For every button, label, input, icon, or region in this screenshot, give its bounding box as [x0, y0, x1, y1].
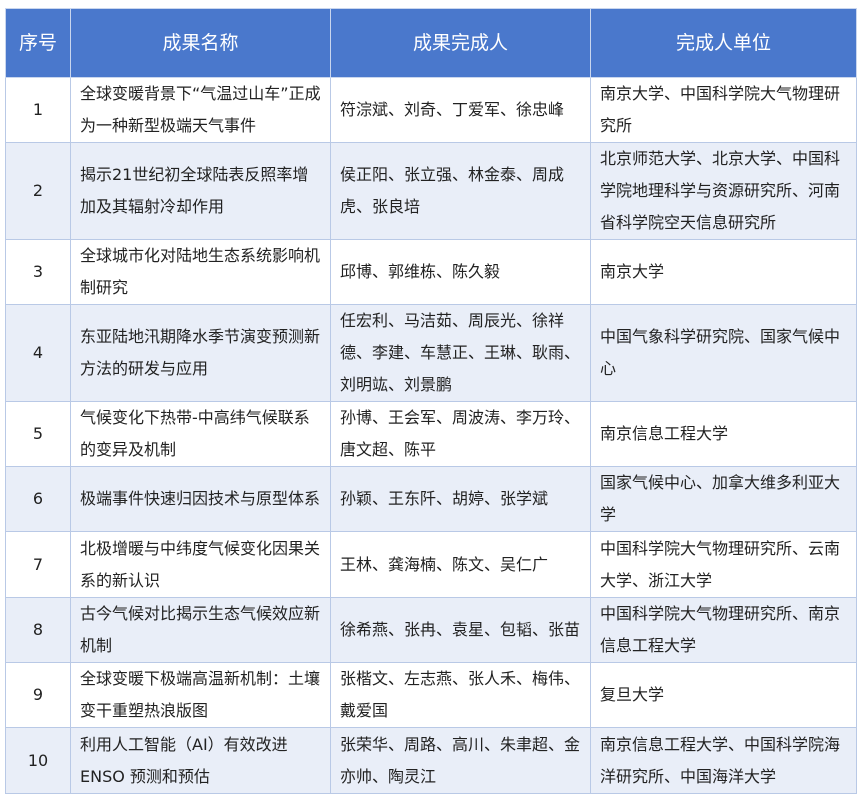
table-row: 7 北极增暖与中纬度气候变化因果关系的新认识 王林、龚海楠、陈文、吴仁广 中国科学院大… [5, 531, 857, 598]
row-org: 国家气候中心、加拿大维多利亚大学 [590, 466, 857, 532]
row-people: 任宏利、马洁茹、周辰光、徐祥德、李建、车慧正、王琳、耿雨、刘明竑、刘景鹏 [330, 304, 591, 402]
header-org: 完成人单位 [590, 8, 857, 78]
table-row: 8 古今气候对比揭示生态气候效应新机制 徐希燕、张冉、袁星、包韬、张苗 中国科学院大气… [5, 597, 857, 663]
row-title: 揭示21世纪初全球陆表反照率增加及其辐射冷却作用 [70, 142, 331, 240]
row-people: 邱博、郭维栋、陈久毅 [330, 239, 591, 305]
row-number: 10 [5, 727, 71, 794]
row-title: 古今气候对比揭示生态气候效应新机制 [70, 597, 331, 663]
table-row: 1 全球变暖背景下“气温过山车”正成为一种新型极端天气事件 符淙斌、刘奇、丁爱军、徐… [5, 77, 857, 143]
row-number: 7 [5, 531, 71, 598]
row-title: 东亚陆地汛期降水季节演变预测新方法的研发与应用 [70, 304, 331, 402]
row-number: 4 [5, 304, 71, 402]
row-title: 全球变暖下极端高温新机制：土壤变干重塑热浪版图 [70, 662, 331, 728]
row-number: 9 [5, 662, 71, 728]
header-title: 成果名称 [70, 8, 331, 78]
row-title: 利用人工智能（AI）有效改进ENSO 预测和预估 [70, 727, 331, 794]
row-number: 3 [5, 239, 71, 305]
row-people: 张楷文、左志燕、张人禾、梅伟、戴爱国 [330, 662, 591, 728]
row-people: 王林、龚海楠、陈文、吴仁广 [330, 531, 591, 598]
row-people: 符淙斌、刘奇、丁爱军、徐忠峰 [330, 77, 591, 143]
row-org: 中国科学院大气物理研究所、南京信息工程大学 [590, 597, 857, 663]
row-number: 5 [5, 401, 71, 467]
row-people: 孙颖、王东阡、胡婷、张学斌 [330, 466, 591, 532]
row-title: 气候变化下热带-中高纬气候联系的变异及机制 [70, 401, 331, 467]
row-org: 南京大学、中国科学院大气物理研究所 [590, 77, 857, 143]
row-org: 中国气象科学研究院、国家气候中心 [590, 304, 857, 402]
row-org: 南京信息工程大学 [590, 401, 857, 467]
row-people: 徐希燕、张冉、袁星、包韬、张苗 [330, 597, 591, 663]
table-row: 10 利用人工智能（AI）有效改进ENSO 预测和预估 张荣华、周路、高川、朱聿超、… [5, 727, 857, 794]
table-row: 5 气候变化下热带-中高纬气候联系的变异及机制 孙博、王会军、周波涛、李万玲、唐文超… [5, 401, 857, 467]
header-number: 序号 [5, 8, 71, 78]
table-row: 4 东亚陆地汛期降水季节演变预测新方法的研发与应用 任宏利、马洁茹、周辰光、徐祥德、… [5, 304, 857, 402]
table-row: 6 极端事件快速归因技术与原型体系 孙颖、王东阡、胡婷、张学斌 国家气候中心、加拿大维… [5, 466, 857, 532]
row-org: 复旦大学 [590, 662, 857, 728]
table-row: 3 全球城市化对陆地生态系统影响机制研究 邱博、郭维栋、陈久毅 南京大学 [5, 239, 857, 305]
achievements-table: 序号 成果名称 成果完成人 完成人单位 1 全球变暖背景下“气温过山车”正成为一种… [5, 8, 857, 794]
row-title: 北极增暖与中纬度气候变化因果关系的新认识 [70, 531, 331, 598]
row-people: 侯正阳、张立强、林金泰、周成虎、张良培 [330, 142, 591, 240]
table-header-row: 序号 成果名称 成果完成人 完成人单位 [5, 8, 857, 78]
row-title: 全球城市化对陆地生态系统影响机制研究 [70, 239, 331, 305]
row-number: 1 [5, 77, 71, 143]
row-number: 8 [5, 597, 71, 663]
row-org: 中国科学院大气物理研究所、云南大学、浙江大学 [590, 531, 857, 598]
row-org: 南京大学 [590, 239, 857, 305]
row-title: 全球变暖背景下“气温过山车”正成为一种新型极端天气事件 [70, 77, 331, 143]
row-org: 南京信息工程大学、中国科学院海洋研究所、中国海洋大学 [590, 727, 857, 794]
table-row: 9 全球变暖下极端高温新机制：土壤变干重塑热浪版图 张楷文、左志燕、张人禾、梅伟、戴… [5, 662, 857, 728]
table-row: 2 揭示21世纪初全球陆表反照率增加及其辐射冷却作用 侯正阳、张立强、林金泰、周成虎… [5, 142, 857, 240]
row-number: 6 [5, 466, 71, 532]
header-people: 成果完成人 [330, 8, 591, 78]
row-people: 张荣华、周路、高川、朱聿超、金亦帅、陶灵江 [330, 727, 591, 794]
row-number: 2 [5, 142, 71, 240]
row-title: 极端事件快速归因技术与原型体系 [70, 466, 331, 532]
row-people: 孙博、王会军、周波涛、李万玲、唐文超、陈平 [330, 401, 591, 467]
row-org: 北京师范大学、北京大学、中国科学院地理科学与资源研究所、河南省科学院空天信息研究… [590, 142, 857, 240]
